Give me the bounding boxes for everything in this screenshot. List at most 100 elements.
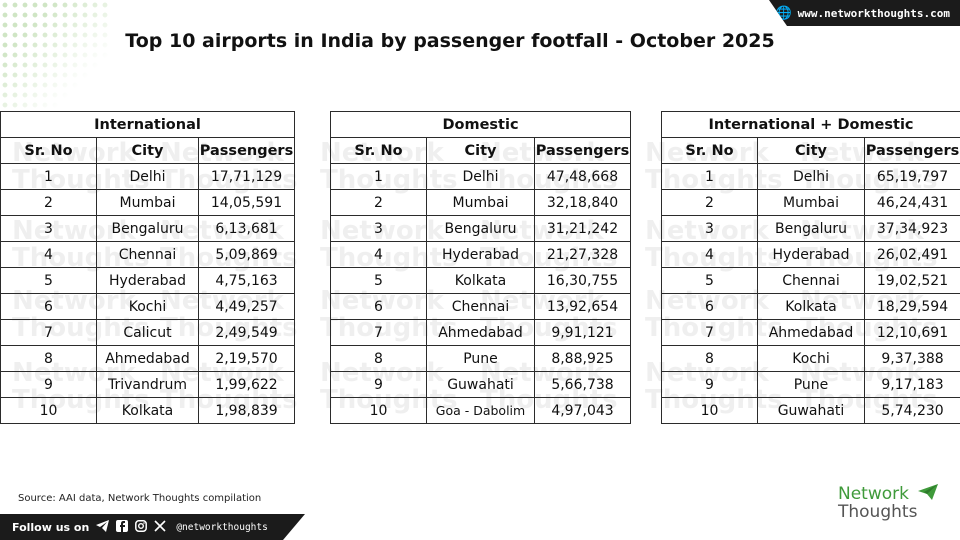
cell-city: Chennai [96, 241, 199, 268]
cell-passengers: 32,18,840 [533, 189, 632, 216]
cell-city: Trivandrum [96, 371, 199, 398]
cell-passengers: 4,49,257 [197, 293, 296, 320]
table-row: 2 Mumbai 32,18,840 [330, 189, 632, 216]
table-row: 4 Chennai 5,09,869 [0, 241, 296, 268]
cell-sr-no: 3 [0, 215, 97, 242]
cell-city: Delhi [96, 163, 199, 190]
column-header-passengers: Passengers [197, 137, 296, 164]
table-row: 5 Kolkata 16,30,755 [330, 267, 632, 294]
table-row: 4 Hyderabad 26,02,491 [661, 241, 960, 268]
cell-passengers: 14,05,591 [197, 189, 296, 216]
table-row: 7 Calicut 2,49,549 [0, 319, 296, 346]
table-body: 1 Delhi 17,71,129 2 Mumbai 14,05,591 3 Bengalur… [0, 163, 296, 424]
cell-city: Ahmedabad [96, 345, 199, 372]
cell-sr-no: 7 [0, 319, 97, 346]
table-heading: International [0, 111, 296, 138]
cell-passengers: 19,02,521 [863, 267, 960, 294]
cell-sr-no: 7 [330, 319, 427, 346]
x-icon[interactable] [154, 520, 166, 535]
table-row: 3 Bengaluru 6,13,681 [0, 215, 296, 242]
cell-sr-no: 10 [661, 397, 758, 424]
cell-city: Delhi [426, 163, 535, 190]
cell-city: Kochi [757, 345, 865, 372]
cell-sr-no: 5 [661, 267, 758, 294]
cell-sr-no: 2 [0, 189, 97, 216]
domestic-table: Domestic Sr. No City Passengers 1 Delhi 47… [329, 111, 632, 424]
column-header-city: City [426, 137, 535, 164]
page-title: Top 10 airports in India by passenger fo… [125, 30, 775, 52]
table-row: 2 Mumbai 46,24,431 [661, 189, 960, 216]
cell-city: Guwahati [426, 371, 535, 398]
cell-passengers: 2,49,549 [197, 319, 296, 346]
cell-city: Bengaluru [96, 215, 199, 242]
cell-sr-no: 6 [330, 293, 427, 320]
cell-city: Pune [426, 345, 535, 372]
cell-city: Kolkata [426, 267, 535, 294]
social-footer: Follow us on @networkthoughts [0, 514, 305, 540]
paper-plane-icon [918, 484, 938, 500]
cell-city: Chennai [757, 267, 865, 294]
cell-sr-no: 7 [661, 319, 758, 346]
cell-passengers: 5,66,738 [533, 371, 632, 398]
cell-passengers: 37,34,923 [863, 215, 960, 242]
telegram-icon[interactable] [96, 520, 109, 535]
table-row: 7 Ahmedabad 9,91,121 [330, 319, 632, 346]
cell-passengers: 8,88,925 [533, 345, 632, 372]
cell-city: Hyderabad [96, 267, 199, 294]
decorative-dot-pattern [0, 0, 110, 110]
cell-sr-no: 9 [0, 371, 97, 398]
source-note: Source: AAI data, Network Thoughts compi… [18, 493, 262, 504]
cell-city: Bengaluru [426, 215, 535, 242]
cell-city: Kochi [96, 293, 199, 320]
table-row: 6 Kolkata 18,29,594 [661, 293, 960, 320]
globe-icon: 🌐 [775, 5, 792, 21]
follow-label: Follow us on [12, 520, 90, 534]
table-row: 1 Delhi 17,71,129 [0, 163, 296, 190]
table-row: 2 Mumbai 14,05,591 [0, 189, 296, 216]
table-row: 8 Pune 8,88,925 [330, 345, 632, 372]
cell-sr-no: 1 [661, 163, 758, 190]
cell-sr-no: 3 [661, 215, 758, 242]
social-handle[interactable]: @networkthoughts [176, 521, 268, 533]
website-url[interactable]: www.networkthoughts.com [797, 6, 950, 20]
cell-city: Mumbai [426, 189, 535, 216]
table-heading: International + Domestic [660, 111, 960, 138]
cell-city: Ahmedabad [757, 319, 865, 346]
cell-passengers: 26,02,491 [863, 241, 960, 268]
cell-sr-no: 10 [330, 397, 427, 424]
table-row: 3 Bengaluru 37,34,923 [661, 215, 960, 242]
cell-passengers: 13,92,654 [533, 293, 632, 320]
cell-passengers: 18,29,594 [863, 293, 960, 320]
cell-passengers: 21,27,328 [533, 241, 632, 268]
cell-passengers: 47,48,668 [533, 163, 632, 190]
cell-city: Hyderabad [426, 241, 535, 268]
cell-passengers: 4,97,043 [533, 397, 632, 424]
cell-passengers: 1,98,839 [197, 397, 296, 424]
cell-sr-no: 5 [330, 267, 427, 294]
cell-city: Bengaluru [757, 215, 865, 242]
column-header-city: City [757, 137, 865, 164]
table-body: 1 Delhi 65,19,797 2 Mumbai 46,24,431 3 Bengalur… [661, 163, 960, 424]
cell-passengers: 16,30,755 [533, 267, 632, 294]
cell-sr-no: 1 [330, 163, 427, 190]
cell-passengers: 12,10,691 [863, 319, 960, 346]
table-row: 8 Ahmedabad 2,19,570 [0, 345, 296, 372]
cell-sr-no: 6 [0, 293, 97, 320]
table-row: 3 Bengaluru 31,21,242 [330, 215, 632, 242]
column-header-sr-no: Sr. No [661, 137, 758, 164]
cell-city: Goa - Dabolim [426, 397, 535, 424]
table-heading: Domestic [329, 111, 632, 138]
column-header-city: City [96, 137, 199, 164]
table-row: 8 Kochi 9,37,388 [661, 345, 960, 372]
table-row: 6 Chennai 13,92,654 [330, 293, 632, 320]
cell-sr-no: 4 [0, 241, 97, 268]
table-row: 10 Kolkata 1,98,839 [0, 397, 296, 424]
table-row: 5 Hyderabad 4,75,163 [0, 267, 296, 294]
cell-sr-no: 5 [0, 267, 97, 294]
cell-passengers: 6,13,681 [197, 215, 296, 242]
cell-passengers: 65,19,797 [863, 163, 960, 190]
instagram-icon[interactable] [135, 520, 147, 535]
table-row: 5 Chennai 19,02,521 [661, 267, 960, 294]
cell-city: Hyderabad [757, 241, 865, 268]
facebook-icon[interactable] [116, 520, 128, 535]
